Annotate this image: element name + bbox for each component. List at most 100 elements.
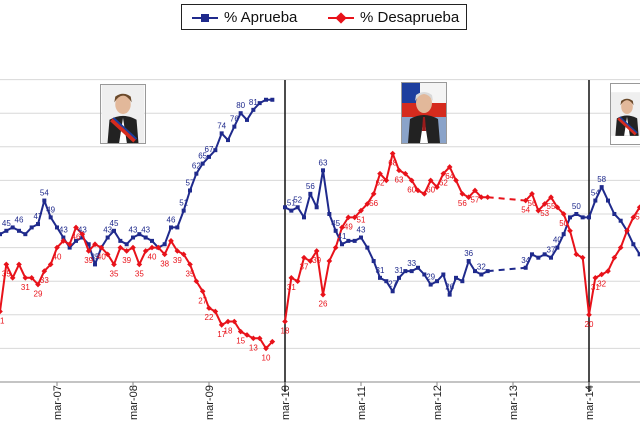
disapprove-point — [16, 261, 22, 268]
disapprove-data-label: 68 — [388, 159, 397, 168]
approve-data-label: 40 — [553, 236, 562, 245]
approve-point — [48, 215, 53, 220]
approve-point — [289, 208, 294, 213]
disapprove-point — [269, 338, 276, 345]
disapprove-point — [592, 275, 599, 281]
approve-point — [384, 279, 389, 284]
approve-data-label: 57 — [186, 178, 195, 187]
disapprove-data-label: 57 — [471, 195, 480, 204]
disapprove-data-label: 40 — [148, 253, 157, 262]
disapprove-point — [149, 244, 155, 251]
disapprove-point — [104, 251, 111, 258]
approve-data-label: 46 — [15, 215, 24, 224]
disapprove-data-label: 31 — [591, 283, 600, 292]
x-tick-label: mar-10 — [280, 385, 292, 420]
disapprove-point — [598, 271, 605, 278]
approve-data-label: 65 — [198, 152, 207, 161]
disapprove-point — [567, 227, 573, 234]
x-tick-label: mar-07 — [52, 385, 64, 420]
disapprove-point — [611, 254, 618, 261]
approve-point — [245, 117, 249, 122]
x-tick-label: mar-11 — [356, 386, 368, 420]
disapprove-point — [478, 194, 485, 201]
disapprove-data-label: 39 — [84, 256, 93, 265]
approve-point — [454, 275, 458, 280]
approve-point — [593, 198, 598, 203]
approve-data-label: 43 — [103, 226, 112, 235]
approve-point — [542, 252, 547, 257]
disapprove-point — [421, 191, 428, 197]
disapprove-point — [320, 291, 326, 298]
approve-point — [473, 269, 477, 274]
legend-approve-marker — [201, 14, 209, 22]
approve-data-label: 80 — [236, 101, 245, 110]
approve-data-label: 51 — [287, 199, 296, 208]
disapprove-point — [351, 214, 358, 221]
disapprove-point — [130, 244, 136, 251]
approve-point — [637, 252, 640, 257]
disapprove-point — [529, 191, 535, 197]
approve-point — [0, 232, 2, 237]
approve-point — [74, 238, 78, 243]
approve-data-label: 43 — [59, 226, 68, 235]
disapprove-data-label: 51 — [357, 216, 366, 225]
approve-point — [55, 225, 59, 230]
disapprove-data-label: 33 — [40, 276, 49, 285]
disapprove-point — [554, 204, 561, 211]
approve-point — [150, 238, 154, 243]
disapprove-point — [263, 345, 269, 352]
disapprove-point — [256, 335, 263, 342]
x-tick-label: mar-14 — [584, 385, 596, 420]
approve-point — [295, 205, 300, 210]
approve-point — [213, 148, 218, 153]
legend: % Aprueba % Desaprueba — [181, 4, 467, 30]
disapprove-data-label: 56 — [369, 199, 378, 208]
disapprove-data-label: 10 — [262, 353, 271, 362]
disapprove-point — [472, 187, 478, 194]
president-portrait-2 — [401, 82, 447, 144]
approve-point — [333, 228, 338, 233]
approve-data-label: 33 — [407, 259, 416, 268]
approve-point — [232, 124, 237, 129]
approve-point — [61, 235, 66, 240]
disapprove-point — [174, 248, 181, 254]
approve-point — [308, 191, 313, 196]
disapprove-data-label: 29 — [34, 290, 43, 299]
approve-point — [42, 198, 47, 203]
disapprove-data-label: 39 — [122, 256, 131, 265]
approve-point — [207, 154, 211, 159]
approve-point — [264, 97, 268, 102]
disapprove-point — [168, 238, 174, 244]
approve-point — [10, 225, 15, 230]
disapprove-point — [79, 231, 86, 237]
approve-data-label: 63 — [319, 158, 328, 167]
approve-data-label: 36 — [464, 249, 473, 258]
approve-point — [416, 265, 420, 270]
disapprove-point — [427, 177, 434, 184]
approve-point — [137, 232, 142, 237]
approve-point — [397, 275, 401, 280]
disapprove-point — [377, 170, 383, 177]
approve-point — [4, 228, 9, 233]
approve-point — [283, 205, 287, 210]
approve-data-label: 43 — [357, 226, 366, 235]
approve-data-label: 37 — [547, 246, 556, 255]
disapprove-data-label: 20 — [585, 320, 594, 329]
disapprove-data-label: 35 — [135, 269, 144, 278]
approve-point — [365, 245, 370, 250]
approve-data-label: 54 — [40, 189, 49, 198]
disapprove-point — [326, 258, 333, 264]
disapprove-data-label: 60 — [407, 185, 416, 194]
disapprove-point — [244, 332, 250, 338]
disapprove-point — [440, 170, 447, 177]
disapprove-point — [66, 241, 73, 248]
disapprove-data-label: 54 — [521, 206, 530, 215]
disapprove-point — [345, 214, 352, 221]
disapprove-point — [313, 248, 320, 254]
disapprove-data-label: 22 — [205, 313, 214, 322]
approve-point — [479, 272, 484, 277]
disapprove-data-label: 31 — [21, 283, 30, 292]
approve-point — [403, 269, 408, 274]
disapprove-data-label: 40 — [53, 253, 62, 262]
disapprove-point — [111, 261, 117, 268]
